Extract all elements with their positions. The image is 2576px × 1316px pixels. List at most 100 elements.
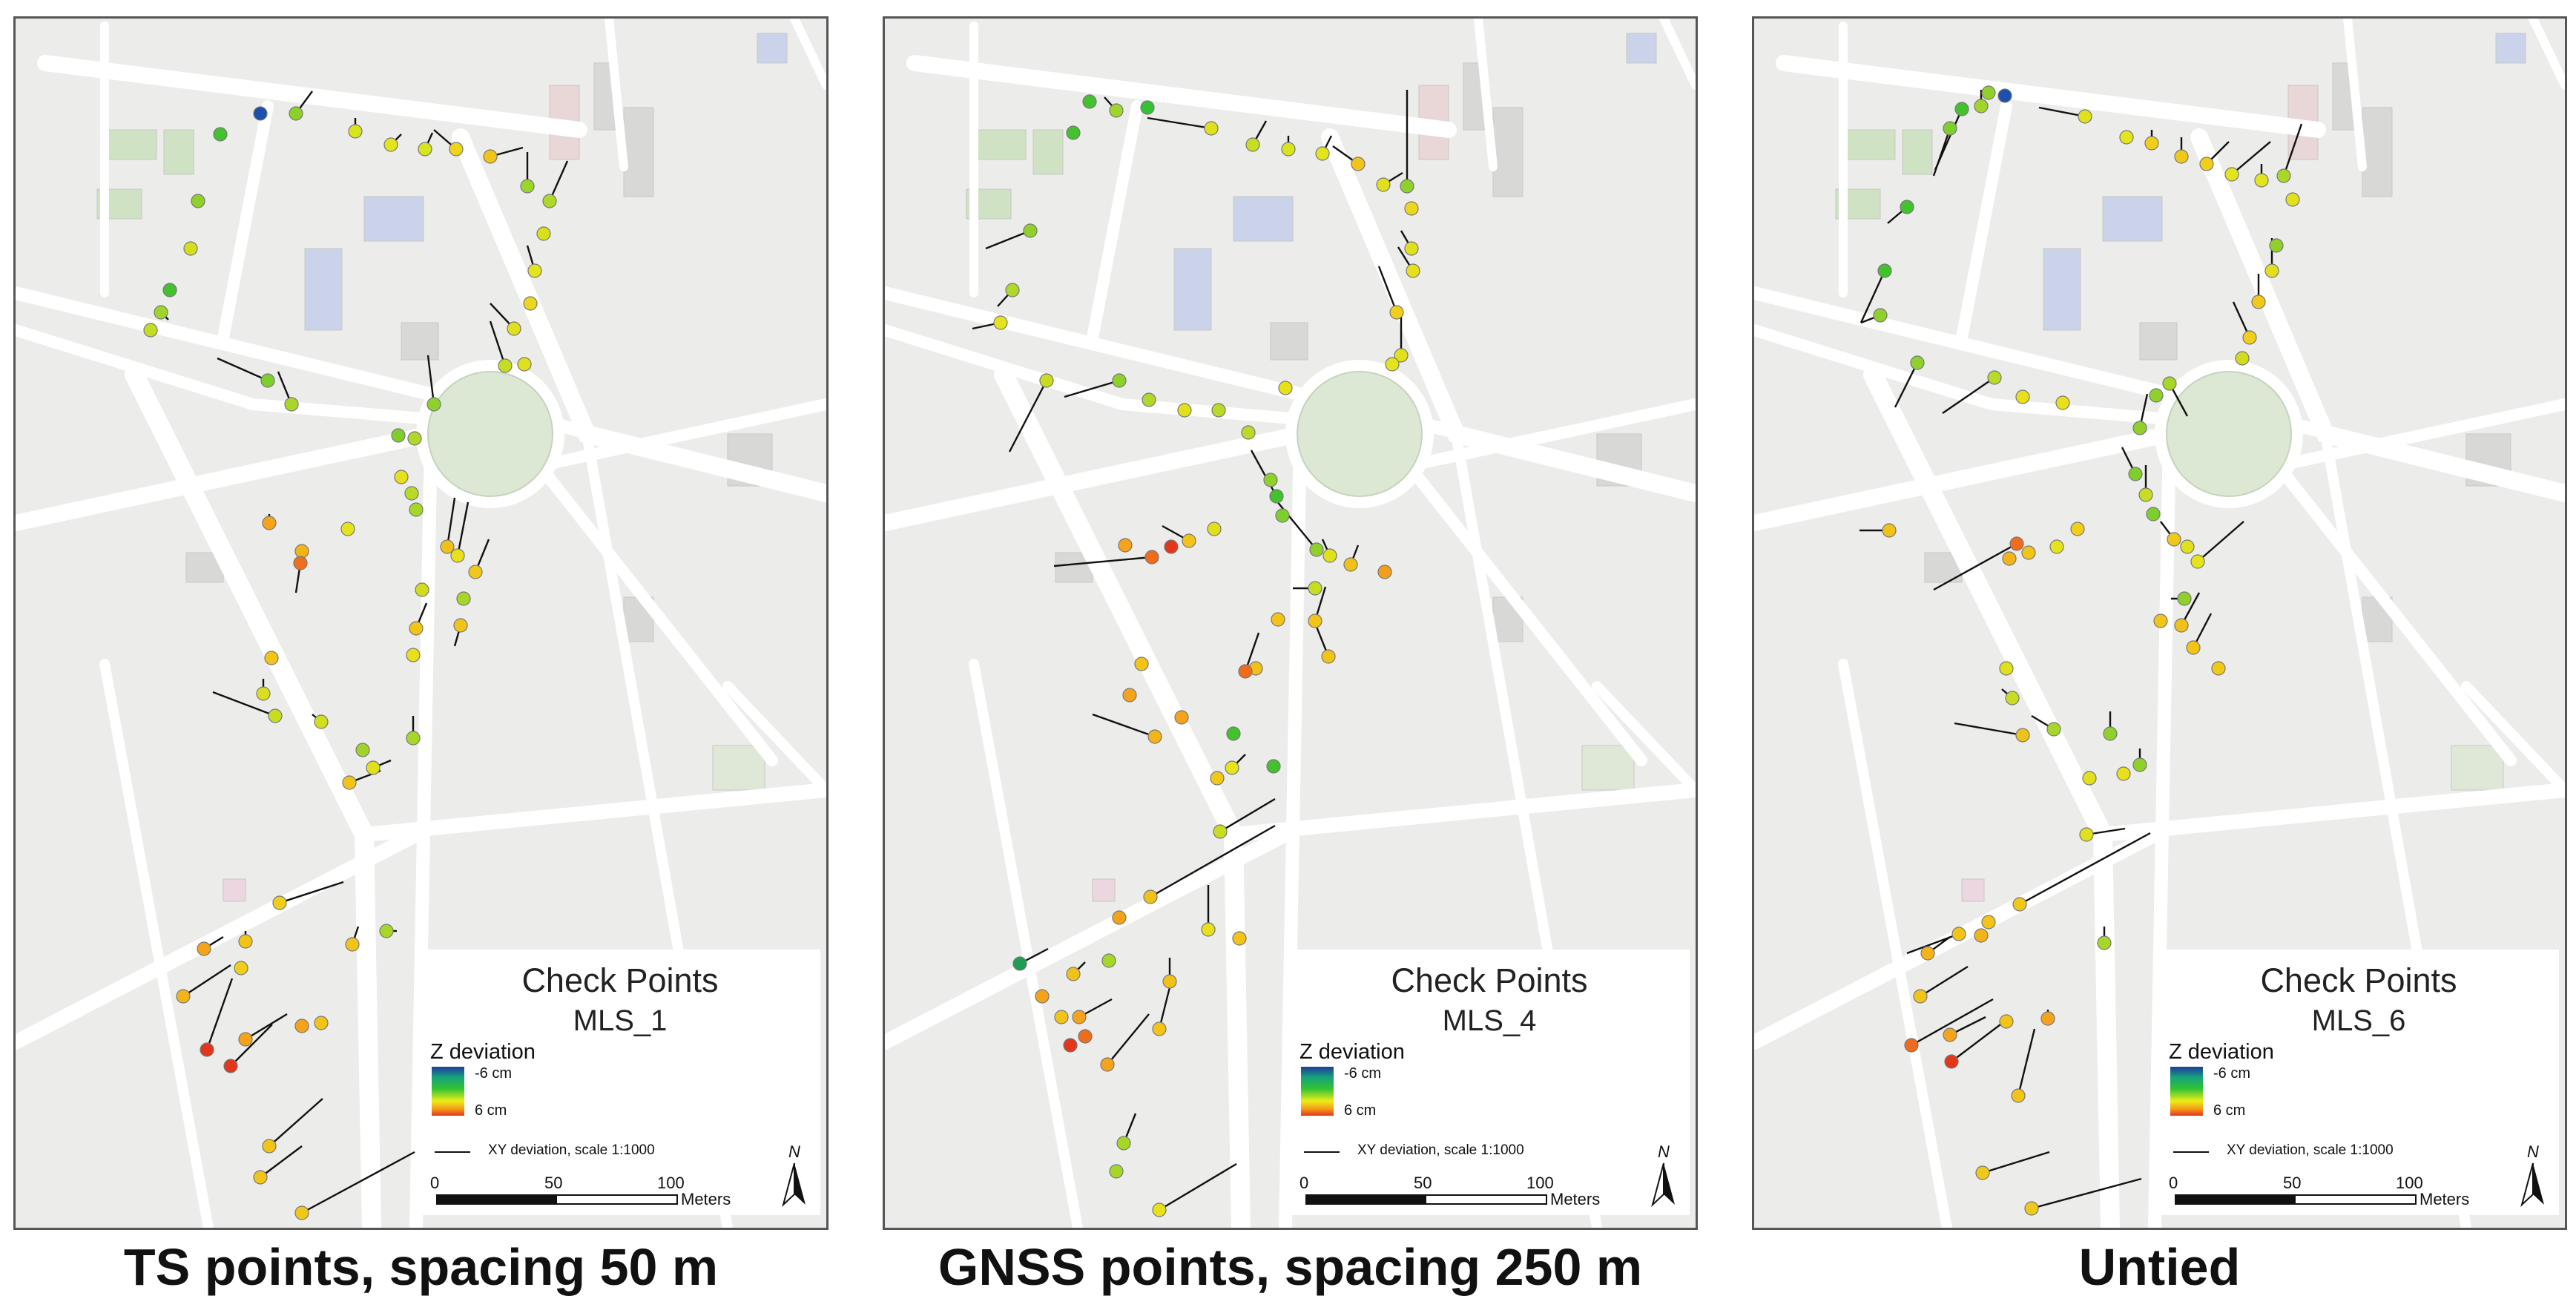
legend-xy-label: XY deviation, scale 1:1000 <box>2227 1142 2394 1158</box>
check-point <box>1278 381 1293 395</box>
scale-label-0: 0 <box>430 1174 440 1192</box>
check-point <box>234 961 248 976</box>
scale-bar <box>436 1194 678 1205</box>
check-point <box>1082 94 1097 109</box>
north-label: N <box>2527 1142 2539 1161</box>
check-point <box>2153 613 2168 628</box>
xy-deviation-vector <box>1920 965 1969 998</box>
north-arrow-icon: N <box>1651 1142 1675 1208</box>
check-point <box>1144 550 1159 565</box>
check-point <box>2224 167 2239 182</box>
check-point <box>2186 640 2201 655</box>
scale-label-50: 50 <box>1414 1174 1432 1192</box>
check-point <box>345 937 360 952</box>
road <box>1226 783 1696 842</box>
check-point <box>1063 1038 1078 1053</box>
color-ramp <box>432 1067 464 1116</box>
road <box>16 426 439 531</box>
check-point <box>260 373 275 388</box>
check-point <box>1164 539 1179 554</box>
check-point <box>1271 612 1285 627</box>
xy-deviation-vector <box>1250 450 1278 497</box>
building-block <box>2451 745 2504 791</box>
roundabout-park <box>1297 371 1423 497</box>
scale-bar <box>1305 1194 1547 1205</box>
check-point <box>409 621 424 636</box>
check-point <box>2009 536 2024 551</box>
xy-deviation-vector <box>548 160 569 202</box>
check-point <box>143 323 158 338</box>
check-point <box>1143 889 1158 904</box>
legend-title: Check Points <box>521 961 719 999</box>
check-point <box>2103 726 2118 741</box>
road <box>2461 681 2565 795</box>
check-point <box>1162 974 1177 989</box>
road <box>605 19 628 171</box>
building-block <box>1270 322 1308 361</box>
road <box>885 426 1308 531</box>
check-point <box>1118 538 1133 553</box>
check-point <box>2235 351 2250 366</box>
check-point <box>1066 125 1081 140</box>
legend-z-min: -6 cm <box>2213 1065 2250 1082</box>
road <box>16 827 424 1050</box>
check-point <box>2180 539 2195 554</box>
road <box>2282 473 2517 766</box>
building-block <box>304 248 343 331</box>
check-point <box>1404 241 1419 256</box>
check-point <box>1100 1057 1115 1072</box>
xy-deviation-vector <box>1219 797 1276 833</box>
check-point <box>314 1016 329 1030</box>
check-point <box>1974 928 1989 943</box>
legend-z-max: 6 cm <box>475 1102 507 1119</box>
check-point <box>2242 330 2257 345</box>
check-point <box>1904 1038 1919 1053</box>
building-block <box>1902 129 1933 175</box>
scale-label-0: 0 <box>1299 1174 1309 1192</box>
check-point <box>1394 348 1409 363</box>
road <box>1754 426 2178 531</box>
check-point <box>2128 467 2143 481</box>
road <box>1863 365 2120 1228</box>
xy-deviation-vector <box>446 497 456 547</box>
check-point <box>1012 956 1027 971</box>
road <box>2095 783 2565 842</box>
check-point <box>2162 376 2177 391</box>
check-point <box>1182 533 1196 548</box>
check-point <box>1321 649 1336 664</box>
check-point <box>1974 99 1989 113</box>
scale-unit: Meters <box>1550 1190 1601 1208</box>
scale-label-100: 100 <box>657 1174 685 1192</box>
check-point <box>2177 591 2192 606</box>
check-point <box>1385 357 1400 372</box>
check-point <box>1376 177 1391 192</box>
legend-z-label: Z deviation <box>2169 1040 2274 1064</box>
check-point <box>2285 192 2300 207</box>
building-block <box>363 196 424 242</box>
check-point <box>1944 1054 1959 1069</box>
road <box>2282 398 2565 470</box>
check-point <box>1999 1014 2014 1029</box>
basemap-mls4 <box>885 19 1696 1228</box>
check-point <box>1226 726 1241 741</box>
check-point <box>404 486 419 501</box>
check-point <box>1101 953 1116 968</box>
color-ramp <box>2170 1067 2203 1116</box>
check-point <box>406 731 421 746</box>
check-point <box>294 544 309 559</box>
building-block <box>223 878 246 902</box>
building-block <box>1492 107 1523 197</box>
road <box>969 659 1083 1228</box>
xy-deviation-vector <box>2231 141 2271 175</box>
legend-z-label: Z deviation <box>430 1040 536 1064</box>
check-point <box>1245 137 1260 152</box>
xy-deviation-vector <box>1982 1151 2050 1174</box>
check-point <box>284 397 299 412</box>
road <box>994 365 1251 1228</box>
check-point <box>1877 263 1892 278</box>
xy-deviation-vector <box>205 978 234 1050</box>
check-point <box>379 924 394 938</box>
check-point <box>213 127 228 142</box>
check-point <box>1134 657 1149 671</box>
check-point <box>2149 388 2164 403</box>
